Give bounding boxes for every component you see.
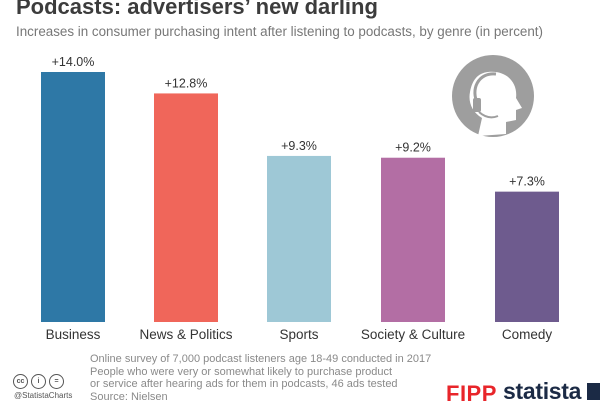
- bar-3: [381, 157, 445, 322]
- statista-logo[interactable]: statista: [503, 378, 582, 404]
- chart-subtitle: Increases in consumer purchasing intent …: [16, 24, 543, 39]
- category-label: News & Politics: [139, 327, 232, 342]
- nd-icon[interactable]: =: [49, 374, 64, 389]
- source-note: Source: Nielsen: [90, 390, 168, 403]
- category-label: Business: [46, 327, 101, 342]
- data-label: +12.8%: [165, 76, 208, 90]
- data-label: +9.3%: [281, 139, 317, 153]
- bar-0: [41, 72, 105, 322]
- statista-logo-mark: [587, 383, 600, 400]
- data-label: +7.3%: [509, 175, 545, 189]
- data-label: +14.0%: [52, 55, 95, 69]
- category-label: Sports: [279, 327, 318, 342]
- fipp-logo[interactable]: FIPP: [446, 381, 497, 406]
- chart-title: Podcasts: advertisers’ new darling: [16, 0, 378, 19]
- category-label: Society & Culture: [361, 327, 465, 342]
- category-label: Comedy: [502, 327, 553, 342]
- podcast-listener-icon: [452, 55, 534, 137]
- by-icon[interactable]: i: [31, 374, 46, 389]
- bar-1: [154, 93, 218, 322]
- data-label: +9.2%: [395, 141, 431, 155]
- bar-4: [495, 191, 559, 322]
- bar-2: [267, 155, 331, 322]
- license-icons: cc i =: [13, 374, 64, 389]
- cc-icon[interactable]: cc: [13, 374, 28, 389]
- footnote: Online survey of 7,000 podcast listeners…: [90, 353, 432, 403]
- footnote-line: People who were very or somewhat likely …: [90, 365, 393, 378]
- twitter-handle[interactable]: @StatistaCharts: [14, 391, 73, 400]
- footnote-line: or service after hearing ads for them in…: [90, 378, 398, 390]
- footnote-line: Online survey of 7,000 podcast listeners…: [90, 353, 432, 365]
